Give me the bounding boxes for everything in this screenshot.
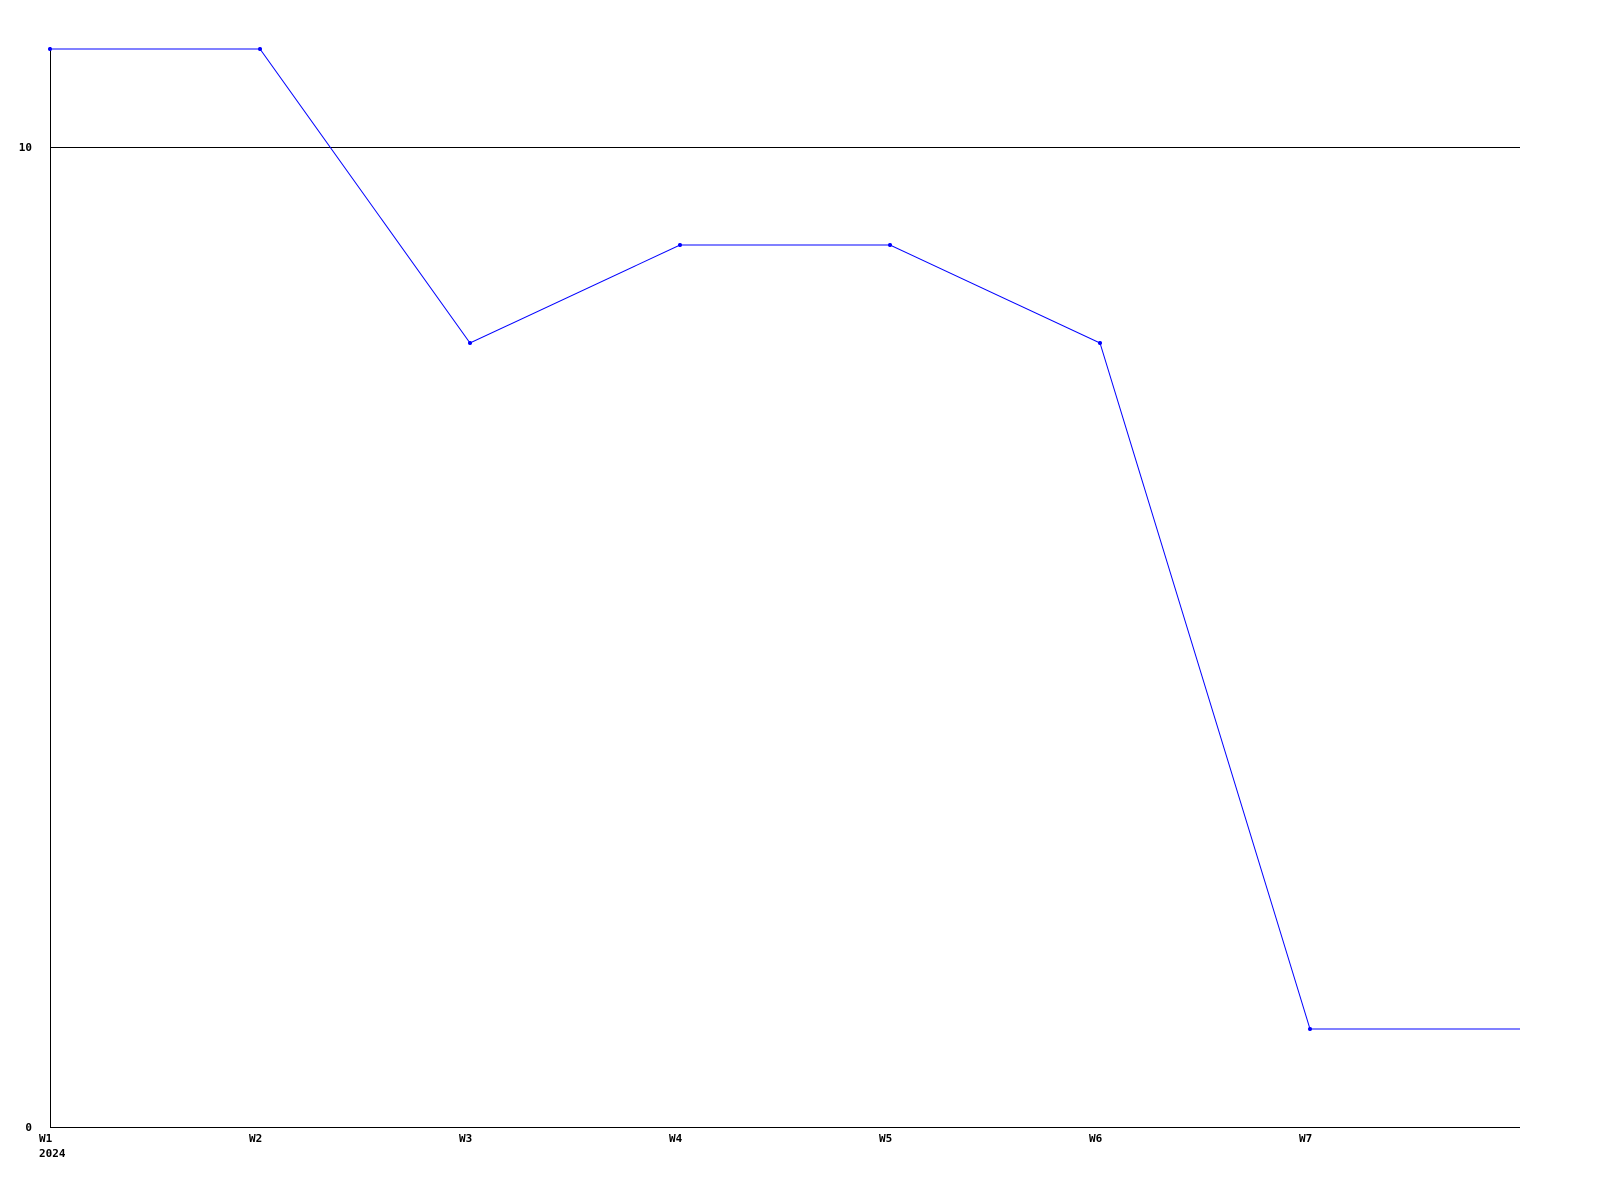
series-layer <box>48 47 1520 1031</box>
data-point <box>258 47 262 51</box>
x-tick-label: W1 <box>39 1132 53 1145</box>
x-tick-label: W6 <box>1089 1132 1103 1145</box>
x-tick-label: W3 <box>459 1132 472 1145</box>
data-point <box>1308 1027 1312 1031</box>
data-point <box>1098 341 1102 345</box>
x-tick-label: W2 <box>249 1132 262 1145</box>
y-tick-label: 0 <box>25 1121 32 1134</box>
tick-labels: 0 10 W1 W2 W3 W4 W5 W6 W7 2024 <box>19 141 1313 1160</box>
x-tick-label: W7 <box>1299 1132 1312 1145</box>
data-point <box>888 243 892 247</box>
x-year-label: 2024 <box>39 1147 66 1160</box>
data-point <box>48 47 52 51</box>
y-tick-label: 10 <box>19 141 32 154</box>
data-point <box>678 243 682 247</box>
data-point <box>468 341 472 345</box>
x-tick-label: W5 <box>879 1132 892 1145</box>
axes <box>50 47 1520 1128</box>
x-tick-label: W4 <box>669 1132 683 1145</box>
series-line <box>50 48 1520 1030</box>
